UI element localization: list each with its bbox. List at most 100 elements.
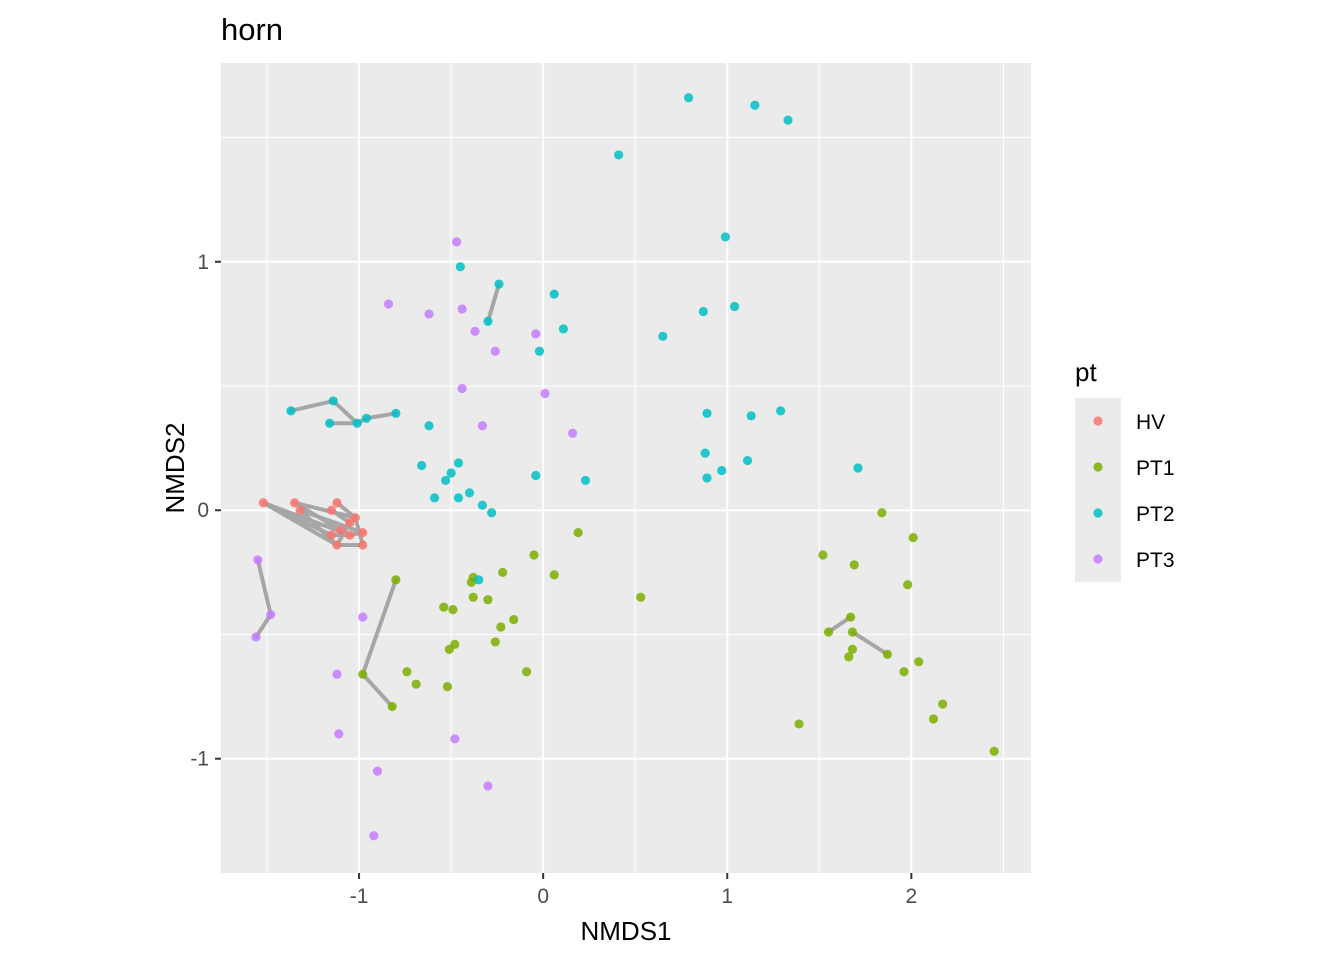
data-point-pt1 — [899, 667, 909, 677]
chart-title: horn — [221, 12, 283, 47]
data-point-hv — [258, 498, 268, 508]
data-point-pt1 — [402, 667, 412, 677]
data-point-pt1 — [468, 592, 478, 602]
data-point-pt1 — [498, 567, 508, 577]
data-point-pt1 — [358, 669, 368, 679]
y-tick-label: 1 — [197, 251, 209, 274]
data-point-pt2 — [286, 406, 296, 416]
data-point-pt1 — [823, 627, 834, 637]
data-point-pt3 — [470, 326, 480, 336]
data-point-pt1 — [928, 714, 939, 724]
data-point-pt3 — [450, 734, 460, 744]
plot-panel — [221, 63, 1031, 873]
data-point-pt1 — [989, 746, 999, 756]
legend-label-pt3: PT3 — [1136, 549, 1175, 572]
data-point-pt2 — [614, 150, 624, 160]
legend-label-hv: HV — [1136, 411, 1165, 434]
legend-marker-pt1 — [1093, 462, 1103, 472]
data-point-pt2 — [477, 500, 488, 510]
legend-entries: HV PT1 PT2 PT3 — [1075, 398, 1175, 582]
data-point-hv — [336, 525, 346, 535]
data-point-pt2 — [580, 475, 591, 486]
data-point-pt2 — [455, 262, 465, 272]
data-point-pt1 — [391, 575, 401, 585]
data-point-hv — [345, 530, 355, 540]
data-point-pt1 — [877, 508, 887, 518]
data-point-pt2 — [429, 493, 440, 503]
data-point-pt2 — [534, 346, 545, 356]
data-point-pt2 — [494, 279, 504, 289]
legend-title: pt — [1075, 357, 1097, 387]
data-point-pt1 — [849, 560, 859, 570]
data-point-pt1 — [509, 614, 519, 625]
connecting-segment — [298, 508, 365, 535]
data-point-hv — [326, 530, 337, 540]
data-point-pt2 — [352, 418, 362, 428]
data-point-hv — [326, 505, 337, 515]
data-point-pt3 — [372, 766, 383, 776]
data-point-pt1 — [490, 637, 500, 647]
data-point-pt2 — [783, 115, 793, 125]
data-point-pt2 — [325, 418, 335, 428]
connecting-segment — [255, 557, 273, 617]
y-tick-label: 0 — [197, 499, 209, 522]
data-point-pt3 — [490, 346, 500, 356]
data-point-pt3 — [424, 309, 434, 319]
data-point-pt1 — [938, 699, 948, 709]
data-point-pt2 — [361, 413, 372, 423]
data-point-pt2 — [464, 488, 475, 498]
data-point-pt1 — [914, 657, 924, 667]
data-point-pt2 — [658, 331, 668, 341]
data-point-pt2 — [700, 448, 710, 458]
data-point-hv — [332, 498, 342, 508]
data-point-hv — [295, 505, 305, 515]
data-point-pt1 — [818, 550, 828, 560]
data-point-pt1 — [847, 644, 858, 654]
data-point-pt1 — [483, 595, 493, 605]
data-point-pt3 — [334, 729, 344, 739]
y-tick-label: -1 — [190, 748, 209, 771]
data-point-pt2 — [698, 306, 708, 317]
legend: pt HV PT1 PT2 PT3 — [1075, 357, 1175, 582]
data-point-pt3 — [332, 669, 342, 679]
legend-marker-pt3 — [1093, 554, 1103, 564]
data-point-pt3 — [452, 237, 462, 247]
data-point-pt1 — [882, 649, 893, 659]
data-point-pt2 — [717, 465, 727, 476]
connecting-segment — [485, 282, 501, 324]
legend-label-pt2: PT2 — [1136, 503, 1175, 526]
data-point-pt3 — [457, 383, 467, 394]
minor-gridlines — [221, 63, 1031, 873]
data-point-pt3 — [483, 781, 493, 791]
data-point-pt3 — [457, 304, 467, 314]
data-point-pt1 — [845, 612, 856, 622]
connecting-segment — [331, 398, 360, 426]
data-point-pt2 — [853, 463, 863, 473]
x-axis-ticks: -1 0 1 2 — [350, 873, 917, 908]
data-point-pt1 — [444, 644, 454, 654]
data-point-pt3 — [251, 632, 261, 642]
connecting-segment — [364, 411, 398, 421]
data-point-pt2 — [742, 455, 753, 466]
data-point-pt3 — [540, 388, 550, 399]
connecting-segment — [360, 577, 398, 677]
data-point-pt1 — [496, 622, 506, 632]
data-point-pt1 — [442, 682, 453, 692]
data-point-pt2 — [683, 93, 694, 103]
data-point-pt2 — [474, 575, 484, 585]
x-tick-label: 1 — [721, 885, 733, 908]
major-gridlines — [221, 63, 1031, 873]
data-point-pt2 — [750, 100, 760, 110]
y-axis-title: NMDS2 — [160, 422, 190, 513]
data-point-pt1 — [521, 667, 532, 677]
data-point-pt1 — [439, 602, 449, 612]
data-point-pt2 — [417, 460, 427, 471]
data-point-pt1 — [636, 592, 646, 602]
data-point-pt3 — [253, 555, 263, 565]
x-tick-label: 2 — [905, 885, 917, 908]
data-point-pt1 — [411, 679, 421, 689]
data-point-pt2 — [453, 493, 464, 503]
data-point-pt3 — [477, 421, 488, 431]
data-point-pt1 — [448, 605, 458, 615]
